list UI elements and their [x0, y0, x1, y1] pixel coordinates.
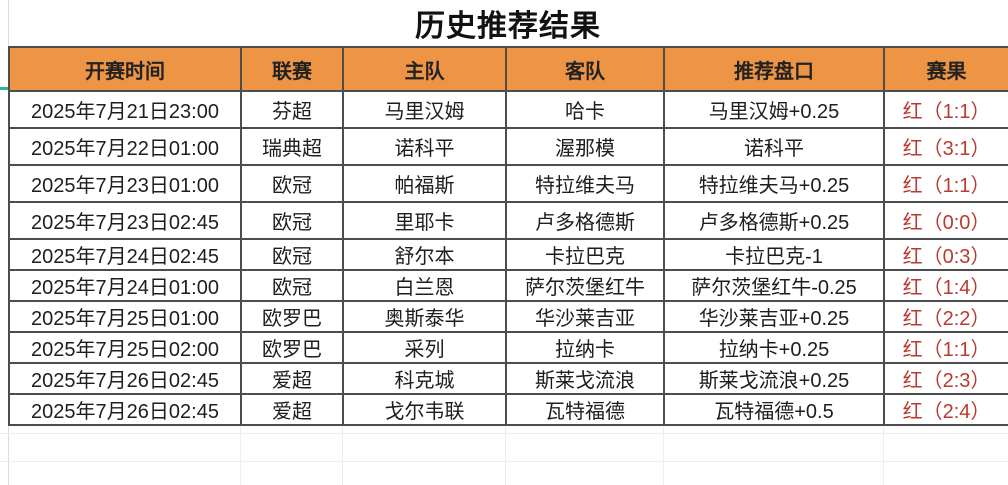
table-cell[interactable]: 2025年7月22日01:00	[8, 127, 242, 166]
table-cell[interactable]: 卡拉巴克	[505, 238, 665, 271]
header-row: 开赛时间 联赛 主队 客队 推荐盘口 赛果	[8, 46, 1008, 92]
result-cell[interactable]: 红（2:2）	[883, 300, 1008, 333]
result-cell[interactable]: 红（2:4）	[883, 393, 1008, 426]
table-cell[interactable]: 卢多格德斯	[505, 201, 665, 240]
table-cell[interactable]: 爱超	[240, 362, 344, 395]
page-title: 历史推荐结果	[415, 10, 601, 43]
table-cell[interactable]: 戈尔韦联	[342, 393, 507, 426]
table-cell[interactable]: 哈卡	[505, 90, 665, 129]
gridline-vertical	[240, 409, 241, 485]
table-row: 2025年7月26日02:45 爱超 戈尔韦联 瓦特福德 瓦特福德+0.5 红（2:4）	[8, 393, 1008, 426]
table-cell[interactable]: 诺科平	[342, 127, 507, 166]
table-cell[interactable]: 欧冠	[240, 164, 344, 203]
result-cell[interactable]: 红（1:1）	[883, 331, 1008, 364]
table-body: 2025年7月21日23:00 芬超 马里汉姆 哈卡 马里汉姆+0.25 红（1:1） 20…	[8, 90, 1008, 426]
table-cell[interactable]: 华沙莱吉亚	[505, 300, 665, 333]
table-cell[interactable]: 帕福斯	[342, 164, 507, 203]
column-header-kickoff-time[interactable]: 开赛时间	[8, 46, 242, 92]
gridline-vertical	[505, 409, 506, 485]
table-cell[interactable]: 2025年7月21日23:00	[8, 90, 242, 129]
gridline-vertical	[663, 409, 664, 485]
table-row: 2025年7月24日01:00 欧冠 白兰恩 萨尔茨堡红牛 萨尔茨堡红牛-0.25 红（1…	[8, 269, 1008, 302]
gridline-horizontal	[0, 461, 1008, 462]
table-row: 2025年7月25日01:00 欧罗巴 奥斯泰华 华沙莱吉亚 华沙莱吉亚+0.25 红（2…	[8, 300, 1008, 333]
table-cell[interactable]: 2025年7月23日01:00	[8, 164, 242, 203]
table-cell[interactable]: 拉纳卡	[505, 331, 665, 364]
table-cell[interactable]: 萨尔茨堡红牛	[505, 269, 665, 302]
gridline-vertical	[883, 409, 884, 485]
table-row: 2025年7月26日02:45 爱超 科克城 斯莱戈流浪 斯莱戈流浪+0.25 红（2:3…	[8, 362, 1008, 395]
table-cell[interactable]: 2025年7月23日02:45	[8, 201, 242, 240]
table-cell[interactable]: 采列	[342, 331, 507, 364]
table-row: 2025年7月21日23:00 芬超 马里汉姆 哈卡 马里汉姆+0.25 红（1:1）	[8, 90, 1008, 129]
table-cell[interactable]: 卡拉巴克-1	[663, 238, 885, 271]
table-cell[interactable]: 马里汉姆+0.25	[663, 90, 885, 129]
column-header-handicap[interactable]: 推荐盘口	[663, 46, 885, 92]
table-cell[interactable]: 瑞典超	[240, 127, 344, 166]
table-row: 2025年7月25日02:00 欧罗巴 采列 拉纳卡 拉纳卡+0.25 红（1:1）	[8, 331, 1008, 364]
table-cell[interactable]: 2025年7月26日02:45	[8, 393, 242, 426]
table-cell[interactable]: 舒尔本	[342, 238, 507, 271]
result-cell[interactable]: 红（1:4）	[883, 269, 1008, 302]
table-cell[interactable]: 欧冠	[240, 269, 344, 302]
table-row: 2025年7月23日02:45 欧冠 里耶卡 卢多格德斯 卢多格德斯+0.25 红（0:0…	[8, 201, 1008, 240]
table-cell[interactable]: 马里汉姆	[342, 90, 507, 129]
table-cell[interactable]: 2025年7月25日01:00	[8, 300, 242, 333]
table-row: 2025年7月22日01:00 瑞典超 诺科平 渥那模 诺科平 红（3:1）	[8, 127, 1008, 166]
table-cell[interactable]: 斯莱戈流浪+0.25	[663, 362, 885, 395]
table-cell[interactable]: 欧冠	[240, 238, 344, 271]
result-cell[interactable]: 红（0:0）	[883, 201, 1008, 240]
table-cell[interactable]: 瓦特福德	[505, 393, 665, 426]
table-cell[interactable]: 里耶卡	[342, 201, 507, 240]
table-cell[interactable]: 科克城	[342, 362, 507, 395]
table-cell[interactable]: 欧冠	[240, 201, 344, 240]
selection-accent	[0, 87, 8, 90]
gridline-horizontal	[0, 433, 1008, 434]
table-cell[interactable]: 2025年7月26日02:45	[8, 362, 242, 395]
table-cell[interactable]: 特拉维夫马	[505, 164, 665, 203]
table-cell[interactable]: 芬超	[240, 90, 344, 129]
table-cell[interactable]: 2025年7月24日01:00	[8, 269, 242, 302]
result-cell[interactable]: 红（1:1）	[883, 164, 1008, 203]
table-cell[interactable]: 白兰恩	[342, 269, 507, 302]
table-cell[interactable]: 2025年7月24日02:45	[8, 238, 242, 271]
table-cell[interactable]: 斯莱戈流浪	[505, 362, 665, 395]
table-cell[interactable]: 欧罗巴	[240, 300, 344, 333]
table-row: 2025年7月24日02:45 欧冠 舒尔本 卡拉巴克 卡拉巴克-1 红（0:3）	[8, 238, 1008, 271]
table-cell[interactable]: 爱超	[240, 393, 344, 426]
table-cell[interactable]: 拉纳卡+0.25	[663, 331, 885, 364]
table-cell[interactable]: 萨尔茨堡红牛-0.25	[663, 269, 885, 302]
result-cell[interactable]: 红（0:3）	[883, 238, 1008, 271]
table-cell[interactable]: 渥那模	[505, 127, 665, 166]
results-table: 开赛时间 联赛 主队 客队 推荐盘口 赛果 2025年7月21日23:00 芬超马…	[8, 46, 1008, 426]
table-cell[interactable]: 诺科平	[663, 127, 885, 166]
table-cell[interactable]: 奥斯泰华	[342, 300, 507, 333]
table-cell[interactable]: 特拉维夫马+0.25	[663, 164, 885, 203]
column-header-result[interactable]: 赛果	[883, 46, 1008, 92]
result-cell[interactable]: 红（1:1）	[883, 90, 1008, 129]
result-cell[interactable]: 红（2:3）	[883, 362, 1008, 395]
gridline-vertical	[342, 409, 343, 485]
table-cell[interactable]: 瓦特福德+0.5	[663, 393, 885, 426]
column-header-away-team[interactable]: 客队	[505, 46, 665, 92]
column-header-home-team[interactable]: 主队	[342, 46, 507, 92]
table-cell[interactable]: 卢多格德斯+0.25	[663, 201, 885, 240]
table-cell[interactable]: 欧罗巴	[240, 331, 344, 364]
result-cell[interactable]: 红（3:1）	[883, 127, 1008, 166]
table-cell[interactable]: 华沙莱吉亚+0.25	[663, 300, 885, 333]
column-header-league[interactable]: 联赛	[240, 46, 344, 92]
table-cell[interactable]: 2025年7月25日02:00	[8, 331, 242, 364]
table-row: 2025年7月23日01:00 欧冠 帕福斯 特拉维夫马 特拉维夫马+0.25 红（1:1…	[8, 164, 1008, 203]
